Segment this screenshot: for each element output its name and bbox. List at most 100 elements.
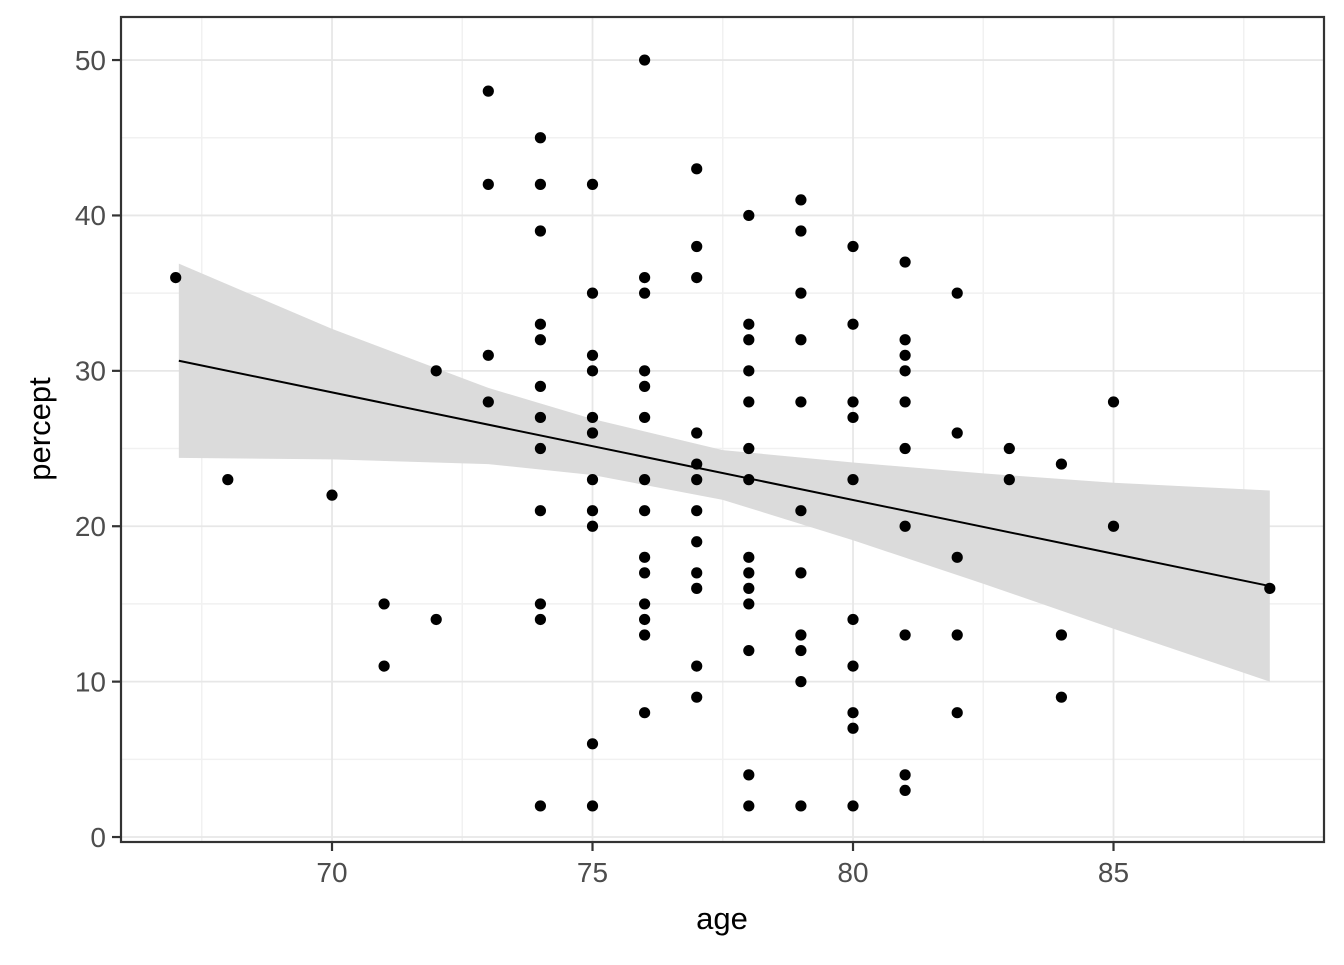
data-point bbox=[534, 225, 547, 237]
data-point bbox=[378, 660, 390, 672]
y-axis-title: percept bbox=[22, 377, 57, 481]
data-point bbox=[847, 474, 859, 486]
data-point bbox=[847, 396, 859, 408]
data-point bbox=[586, 520, 599, 532]
data-point bbox=[743, 769, 755, 781]
data-point bbox=[847, 411, 859, 424]
y-tick-label: 20 bbox=[75, 511, 106, 542]
data-point bbox=[170, 271, 182, 284]
data-point bbox=[586, 349, 599, 361]
data-point bbox=[951, 551, 963, 563]
data-point bbox=[534, 613, 547, 626]
data-point bbox=[639, 613, 651, 626]
data-point bbox=[534, 380, 547, 392]
data-point bbox=[691, 660, 703, 672]
data-point bbox=[899, 396, 911, 408]
data-point bbox=[743, 567, 755, 579]
x-tick-label: 80 bbox=[837, 857, 868, 888]
data-point bbox=[691, 427, 703, 439]
data-point bbox=[691, 505, 703, 517]
data-point bbox=[795, 194, 807, 206]
panel-border bbox=[119, 15, 1326, 844]
data-point bbox=[586, 738, 599, 750]
x-tick-label: 85 bbox=[1098, 857, 1129, 888]
data-point bbox=[691, 474, 703, 486]
data-point bbox=[795, 676, 807, 688]
data-point bbox=[1107, 396, 1120, 408]
data-point bbox=[639, 629, 651, 641]
data-point bbox=[482, 178, 494, 190]
data-point bbox=[743, 442, 755, 455]
data-point bbox=[847, 613, 859, 626]
data-point bbox=[899, 365, 911, 377]
data-point bbox=[795, 629, 807, 641]
data-point bbox=[586, 411, 599, 424]
data-point bbox=[795, 396, 807, 408]
data-point bbox=[899, 256, 911, 268]
data-point bbox=[639, 380, 651, 392]
data-point bbox=[430, 365, 442, 377]
data-point bbox=[1264, 582, 1276, 594]
data-point bbox=[691, 240, 703, 253]
data-point bbox=[951, 707, 963, 719]
data-point bbox=[847, 707, 859, 719]
y-tick-label: 0 bbox=[90, 822, 106, 853]
x-tick-label: 75 bbox=[577, 857, 608, 888]
data-point bbox=[691, 582, 703, 594]
y-tick-label: 40 bbox=[75, 200, 106, 231]
data-point bbox=[534, 598, 547, 610]
data-point bbox=[743, 318, 755, 330]
data-point bbox=[743, 396, 755, 408]
data-point bbox=[847, 318, 859, 330]
data-point bbox=[534, 442, 547, 455]
data-point bbox=[639, 271, 651, 284]
data-point bbox=[743, 365, 755, 377]
data-point bbox=[795, 644, 807, 657]
data-point bbox=[222, 474, 234, 486]
data-point bbox=[1055, 629, 1068, 641]
data-point bbox=[691, 691, 703, 703]
data-point bbox=[639, 474, 651, 486]
y-tick-label: 10 bbox=[75, 666, 106, 697]
data-point bbox=[482, 85, 494, 97]
data-point bbox=[326, 489, 338, 501]
data-point bbox=[534, 334, 547, 346]
data-point bbox=[899, 349, 911, 361]
data-point bbox=[1003, 474, 1015, 486]
data-point bbox=[847, 660, 859, 672]
x-tick-labels: 70 75 80 85 bbox=[316, 857, 1129, 888]
data-point bbox=[847, 240, 859, 253]
data-point bbox=[1055, 458, 1068, 470]
data-point bbox=[1003, 442, 1015, 455]
data-point bbox=[1107, 520, 1120, 532]
data-point bbox=[691, 458, 703, 470]
data-point bbox=[743, 598, 755, 610]
data-point bbox=[639, 567, 651, 579]
data-point bbox=[899, 520, 911, 532]
data-point bbox=[847, 722, 859, 734]
data-point bbox=[586, 365, 599, 377]
data-point bbox=[534, 411, 547, 424]
data-point bbox=[691, 163, 703, 175]
data-point bbox=[899, 442, 911, 455]
data-point bbox=[691, 567, 703, 579]
data-point bbox=[743, 551, 755, 563]
data-point bbox=[586, 474, 599, 486]
data-point bbox=[534, 178, 547, 190]
y-tick-labels: 0 10 20 30 40 50 bbox=[75, 45, 106, 853]
data-point bbox=[430, 613, 442, 626]
data-point bbox=[899, 629, 911, 641]
data-point bbox=[899, 334, 911, 346]
data-point bbox=[378, 598, 390, 610]
data-point bbox=[691, 536, 703, 548]
data-point bbox=[586, 800, 599, 812]
data-point bbox=[795, 287, 807, 299]
data-point bbox=[951, 427, 963, 439]
data-point bbox=[534, 800, 547, 812]
y-tick-label: 30 bbox=[75, 356, 106, 387]
data-point bbox=[899, 784, 911, 797]
y-tick-label: 50 bbox=[75, 45, 106, 76]
data-point bbox=[639, 287, 651, 299]
data-point bbox=[639, 411, 651, 424]
